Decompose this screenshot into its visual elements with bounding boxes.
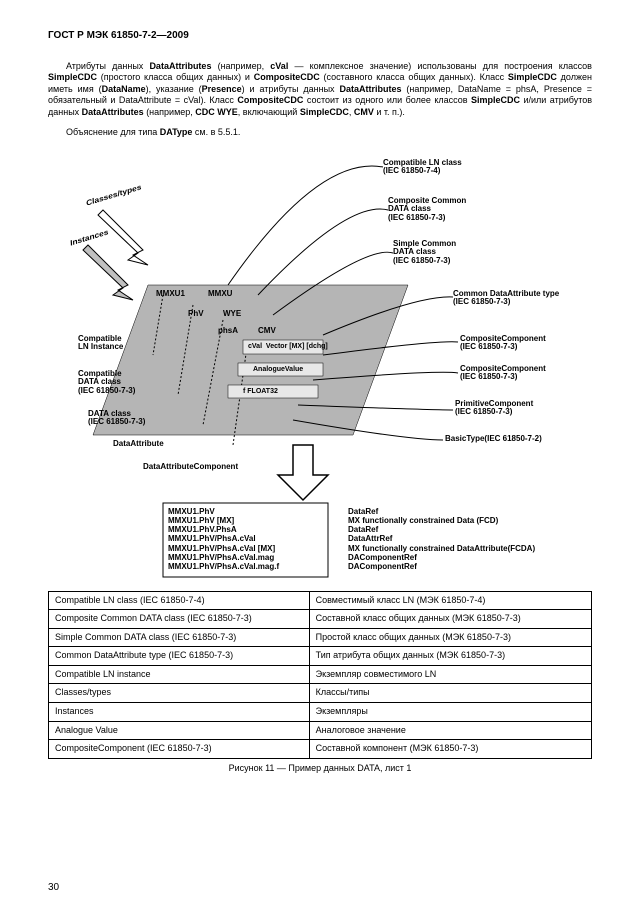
paragraph-1: Атрибуты данных DataAttributes (например… [48,61,592,119]
table-row: Compatible LN class (IEC 61850-7-4)Совме… [49,591,592,610]
lbl-compat-ln-class: Compatible LN class(IEC 61850-7-4) [383,159,462,176]
figure-caption: Рисунок 11 — Пример данных DATA, лист 1 [48,763,592,775]
doc-header: ГОСТ Р МЭК 61850-7-2—2009 [48,30,592,43]
table-row: Compatible LN instanceЭкземпляр совмести… [49,665,592,684]
table-row: Simple Common DATA class (IEC 61850-7-3)… [49,628,592,647]
refs-right-box: DataRef MX functionally constrained Data… [348,507,578,571]
table-row: Classes/typesКлассы/типы [49,684,592,703]
lbl-data-attribute-component: DataAttributeComponent [143,463,238,471]
lbl-composite-comp1: CompositeComponent(IEC 61850-7-3) [460,335,546,352]
lbl-basic-type: BasicType(IEC 61850-7-2) [445,435,542,443]
lbl-common-da-type: Common DataAttribute type(IEC 61850-7-3) [453,290,559,307]
figure-11-diagram: Compatible LN class(IEC 61850-7-4) Compo… [48,145,592,585]
lbl-data-attribute: DataAttribute [113,440,164,448]
lbl-composite-cdc: Composite CommonDATA class(IEC 61850-7-3… [388,197,466,222]
lbl-data-class: DATA class(IEC 61850-7-3) [88,410,145,427]
lbl-primitive-comp: PrimitiveComponent(IEC 61850-7-3) [455,400,533,417]
table-row: Analogue ValueАналоговое значение [49,721,592,740]
refs-left-box: MMXU1.PhV MMXU1.PhV [MX] MMXU1.PhV.PhsA … [168,507,323,571]
lbl-composite-comp2: CompositeComponent(IEC 61850-7-3) [460,365,546,382]
table-row: InstancesЭкземпляры [49,702,592,721]
table-row: Common DataAttribute type (IEC 61850-7-3… [49,647,592,666]
table-row: CompositeComponent (IEC 61850-7-3)Состав… [49,740,592,759]
lbl-simple-cdc: Simple CommonDATA class(IEC 61850-7-3) [393,240,456,265]
terminology-table: Compatible LN class (IEC 61850-7-4)Совме… [48,591,592,759]
lbl-compat-ln-inst: CompatibleLN Instance [78,335,123,352]
lbl-compat-data-class: CompatibleDATA class(IEC 61850-7-3) [78,370,135,395]
page-number: 30 [48,882,59,895]
paragraph-2: Объяснение для типа DAType см. в 5.5.1. [48,127,592,139]
table-row: Composite Common DATA class (IEC 61850-7… [49,610,592,629]
